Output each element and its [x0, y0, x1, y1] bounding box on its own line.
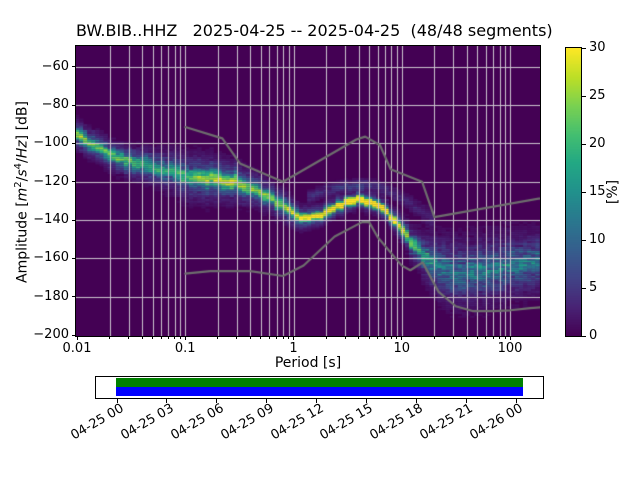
x-major-tick [76, 336, 78, 340]
y-major-tick [72, 181, 76, 183]
x-tick-label: 100 [497, 341, 523, 356]
x-minor-tick [282, 336, 284, 339]
x-minor-tick [288, 336, 290, 339]
y-axis-label-sep2: / [14, 158, 31, 163]
x-minor-tick [167, 336, 169, 339]
timeline-tick [116, 399, 118, 403]
timeline-coverage-bar-blue [116, 387, 523, 396]
y-major-tick [72, 142, 76, 144]
colorbar-tick-label: 20 [589, 136, 606, 151]
y-axis-label-s-exp: 4 [13, 162, 24, 170]
x-minor-tick [492, 336, 494, 339]
colorbar-tick [582, 287, 586, 289]
x-minor-tick [499, 336, 500, 339]
y-major-tick [72, 66, 76, 68]
y-tick-label: −180 [33, 288, 69, 304]
x-minor-tick [260, 336, 262, 339]
x-minor-tick [152, 336, 154, 339]
y-tick-label: −140 [33, 212, 69, 227]
x-minor-tick [141, 336, 143, 339]
colorbar-tick-label: 15 [589, 184, 606, 199]
x-minor-tick [384, 336, 386, 339]
x-minor-tick [433, 336, 435, 339]
x-minor-tick [217, 336, 219, 339]
colorbar-tick [582, 95, 586, 97]
timeline-tick [515, 399, 517, 403]
x-minor-tick [249, 336, 251, 339]
x-minor-tick [452, 336, 454, 339]
colorbar-tick [582, 239, 586, 241]
x-minor-tick [390, 336, 392, 339]
x-tick-label: 0.1 [174, 341, 196, 356]
x-minor-tick [358, 336, 360, 339]
x-major-tick [509, 336, 511, 340]
timeline-tick [216, 399, 218, 403]
plot-area [75, 45, 541, 337]
x-minor-tick [179, 336, 181, 339]
timeline-tick [266, 399, 268, 403]
x-major-tick [184, 336, 186, 340]
colorbar-gradient-canvas [566, 48, 581, 336]
colorbar-tick-label: 10 [589, 232, 606, 247]
y-major-tick [72, 104, 76, 106]
x-minor-tick [325, 336, 327, 339]
x-minor-tick [268, 336, 270, 339]
x-minor-tick [128, 336, 130, 339]
x-minor-tick [377, 336, 379, 339]
x-minor-tick [344, 336, 346, 339]
x-major-tick [401, 336, 403, 340]
y-axis-label-m: m [14, 187, 31, 202]
colorbar-tick-label: 5 [589, 280, 598, 295]
x-minor-tick [476, 336, 478, 339]
y-tick-label: −100 [33, 135, 69, 151]
y-major-tick [72, 219, 76, 221]
x-axis-label: Period [s] [274, 355, 342, 371]
timeline-tick [316, 399, 317, 403]
plot-title: BW.BIB..HHZ 2025-04-25 -- 2025-04-25 (48… [76, 21, 553, 40]
y-axis-label-m-exp: 2 [13, 181, 24, 188]
x-minor-tick [109, 336, 111, 339]
y-tick-label: −200 [33, 327, 69, 342]
colorbar-tick [582, 47, 586, 49]
colorbar-tick [582, 143, 586, 145]
colorbar-tick-label: 25 [589, 88, 606, 103]
x-tick-label: 0.01 [62, 341, 92, 356]
timeline-coverage-bar-green [116, 378, 523, 387]
colorbar-tick-label: 30 [589, 40, 606, 55]
y-major-tick [72, 296, 76, 298]
x-minor-tick [485, 336, 487, 339]
x-minor-tick [276, 336, 278, 339]
timeline-tick [365, 399, 367, 403]
x-minor-tick [368, 336, 370, 339]
colorbar-tick [582, 191, 586, 193]
y-major-tick [72, 257, 76, 259]
x-minor-tick [396, 336, 398, 339]
colorbar-tick [582, 335, 586, 337]
x-minor-tick [236, 336, 238, 339]
y-tick-label: −160 [33, 250, 69, 266]
timeline-tick [415, 399, 417, 403]
timeline-coverage-box [95, 376, 544, 399]
colorbar-tick-label: 0 [589, 328, 598, 343]
x-tick-label: 10 [393, 341, 411, 356]
x-minor-tick [466, 336, 468, 339]
timeline-tick [465, 399, 467, 403]
x-minor-tick [160, 336, 162, 339]
x-major-tick [293, 336, 294, 340]
colorbar [565, 47, 582, 337]
x-minor-tick [174, 336, 176, 339]
x-tick-label: 1 [289, 341, 298, 356]
y-tick-label: −80 [41, 97, 69, 113]
x-minor-tick [504, 336, 506, 339]
ppsd-heatmap-canvas [76, 46, 540, 336]
y-tick-label: −60 [41, 58, 69, 74]
y-tick-label: −120 [33, 173, 69, 189]
timeline-tick [166, 399, 168, 403]
y-major-tick [72, 334, 76, 336]
